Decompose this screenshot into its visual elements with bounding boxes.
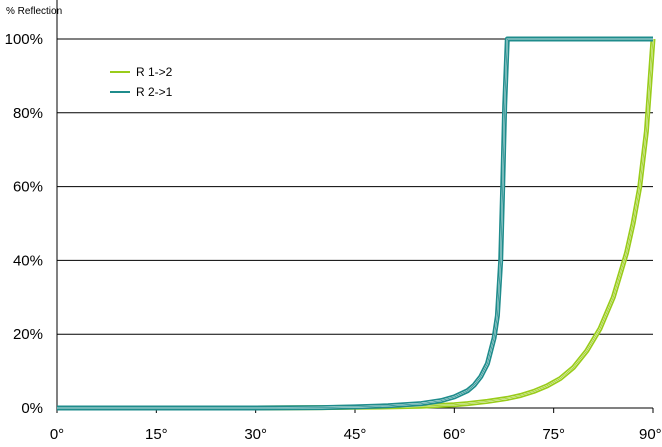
axes bbox=[56, 0, 654, 413]
x-tick-label: 0° bbox=[50, 426, 64, 443]
y-axis-label: % Reflection bbox=[6, 6, 62, 17]
x-tick-label: 45° bbox=[344, 426, 367, 443]
legend-item: R 1->2 bbox=[110, 65, 173, 79]
y-tick-label: 20% bbox=[13, 326, 43, 343]
x-tick-label: 60° bbox=[443, 426, 466, 443]
gridlines bbox=[57, 38, 653, 335]
series-lines bbox=[57, 36, 656, 411]
x-tick-label: 15° bbox=[145, 426, 168, 443]
y-tick-label: 40% bbox=[13, 252, 43, 269]
legend-label: R 1->2 bbox=[136, 65, 173, 79]
x-tick-label: 75° bbox=[542, 426, 565, 443]
legend: R 1->2 R 2->1 bbox=[110, 65, 173, 99]
y-tick-label: 60% bbox=[13, 179, 43, 196]
y-tick-label: 80% bbox=[13, 105, 43, 122]
x-tick-label: 90° bbox=[639, 426, 662, 443]
x-tick-label: 30° bbox=[244, 426, 267, 443]
y-tick-label: 0% bbox=[21, 400, 43, 417]
legend-label: R 2->1 bbox=[136, 85, 173, 99]
y-tick-labels: 0% 20% 40% 60% 80% 100% bbox=[5, 31, 43, 417]
series-2 bbox=[57, 36, 653, 411]
x-tick-labels: 0° 15° 30° 45° 60° 75° 90° bbox=[50, 426, 662, 443]
y-tick-label: 100% bbox=[5, 31, 43, 48]
series-line-center bbox=[57, 38, 653, 409]
legend-item: R 2->1 bbox=[110, 85, 173, 99]
